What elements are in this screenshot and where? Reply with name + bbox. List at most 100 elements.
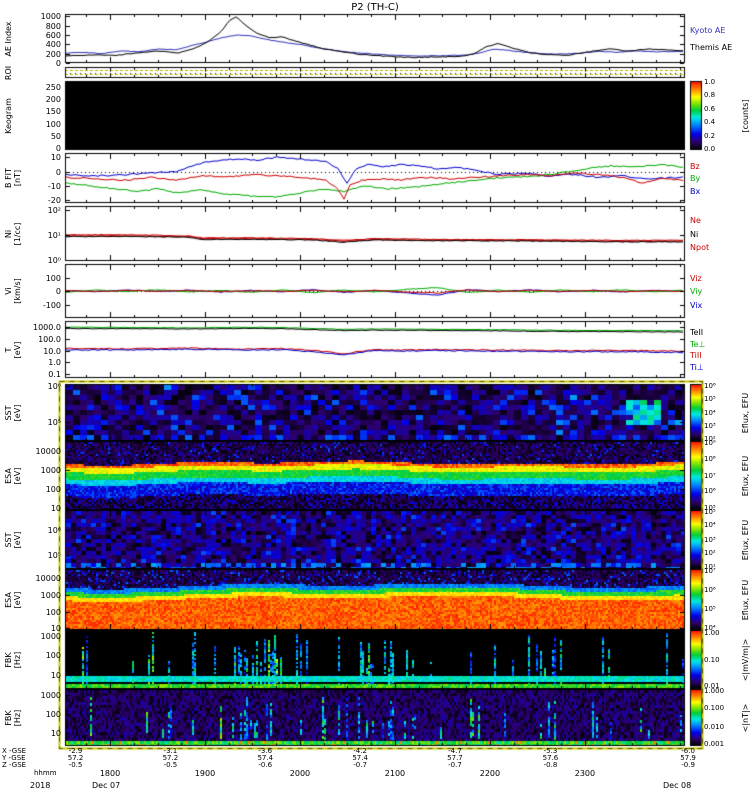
panel-keogram-ylabel: Keogram xyxy=(4,97,13,134)
panel-keogram-ytick-label: 200 xyxy=(45,94,61,104)
orbit-row-value: 57.4 xyxy=(257,754,274,762)
panel-esa_i-ylabel: ESA xyxy=(4,591,13,608)
time-tick-label: 2100 xyxy=(384,769,406,778)
orbit-row-value: -6.0 xyxy=(681,747,695,755)
panel-vi-trace-label: Vix xyxy=(690,300,703,310)
hhmm-label: hhmm xyxy=(34,769,57,777)
panel-ae-trace-label: Themis AE xyxy=(690,42,733,52)
time-tick-label: 1900 xyxy=(194,769,216,778)
panel-keogram-colorbar-tick: 0.2 xyxy=(704,132,716,141)
panel-keogram-colorbar-tick: 0.4 xyxy=(704,118,716,127)
panel-fbk_e-ytick-label: 10 xyxy=(50,671,61,681)
date-start-label: Dec 07 xyxy=(92,781,121,790)
orbit-row-value: -0.6 xyxy=(258,761,273,769)
orbit-row-value: 57.9 xyxy=(680,754,696,762)
panel-sst_i-ytick-label: 10⁶ xyxy=(47,526,61,536)
orbit-row-value: 57.2 xyxy=(67,754,84,762)
panel-sst_e-colorbar-tick: 10⁵ xyxy=(704,394,716,403)
panel-temp-trace-label: Te⊥ xyxy=(690,339,706,349)
year-label: 2018 xyxy=(30,781,51,790)
orbit-row-value: -0.9 xyxy=(681,761,695,769)
orbit-row-value: -0.7 xyxy=(448,761,462,769)
panel-sst_e-colorbar-label: Eflux, EFU xyxy=(741,392,750,433)
panel-ae-trace-label: Kyoto AE xyxy=(690,26,726,36)
plot-title: P2 (TH-C) xyxy=(351,2,399,13)
panel-sst_e-ylabel: [eV] xyxy=(13,404,22,421)
panel-sst_i-colorbar-tick: 10¹ xyxy=(704,563,716,572)
panel-ae-ytick-label: 400 xyxy=(45,40,61,50)
panel-sst_i-colorbar-tick: 10⁴ xyxy=(704,521,716,530)
panel-vi-ylabel: [km/s] xyxy=(13,278,22,304)
panel-bfit-ytick-label: -20 xyxy=(47,196,61,206)
panel-fbk_e-colorbar-tick: 0.10 xyxy=(704,655,720,664)
panel-fbk_b-ylabel: FBK xyxy=(4,709,13,726)
panel-keogram-colorbar-tick: 0.0 xyxy=(704,145,716,154)
panel-esa_i-colorbar-tick: 10⁶ xyxy=(704,586,716,595)
panel-esa_i-ytick-label: 10 xyxy=(50,624,61,634)
panel-fbk_e-colorbar-tick: 1.00 xyxy=(704,628,720,637)
panel-esa_e-colorbar-label: Eflux, EFU xyxy=(741,455,750,496)
panel-keogram-ytick-label: 250 xyxy=(45,82,61,92)
panel-temp-ytick-label: 1000.0 xyxy=(33,322,61,332)
panel-sst_e-colorbar-tick: 10² xyxy=(704,435,716,444)
panel-vi-ytick-label: -100 xyxy=(42,300,61,310)
panel-fbk_e-ylabel: [Hz] xyxy=(13,651,22,668)
panel-ni-ytick-label: 10² xyxy=(47,205,61,215)
panel-esa_e-ylabel: [eV] xyxy=(13,467,22,484)
panel-sst_i-colorbar-tick: 10⁵ xyxy=(704,507,716,516)
orbit-row-label: X -GSE xyxy=(2,747,27,755)
panel-vi-trace-label: Viy xyxy=(690,287,703,296)
orbit-row-value: -4.2 xyxy=(353,747,367,755)
panel-ni-ytick-label: 10¹ xyxy=(47,230,61,240)
panel-ni-ytick-label: 10⁰ xyxy=(47,255,61,265)
panel-temp-ytick-label: 1.0 xyxy=(48,358,61,368)
panel-fbk_e-colorbar-tick: 0.01 xyxy=(704,682,720,691)
panel-temp-ytick-label: 100.0 xyxy=(38,334,61,344)
panel-sst_e-colorbar-tick: 10⁴ xyxy=(704,408,716,417)
panel-ni-trace-label: Ni xyxy=(690,229,699,239)
panel-esa_i-ytick-label: 10000 xyxy=(35,573,61,583)
panel-keogram-ytick-label: 0 xyxy=(55,143,61,153)
panel-ae-ytick-label: 0 xyxy=(55,59,61,68)
orbit-row-value: -0.5 xyxy=(163,761,178,769)
panel-temp-trace-label: Ti⊥ xyxy=(690,362,704,372)
panel-fbk_b-colorbar-tick: 0.100 xyxy=(704,704,725,713)
panel-sst_i-ylabel: SST xyxy=(4,531,13,548)
panel-sst_e-ytick-label: 10⁵ xyxy=(47,417,61,427)
panel-bfit-trace-label: Bz xyxy=(690,161,700,171)
orbit-row-value: -3.1 xyxy=(163,747,178,755)
time-tick-label: 2000 xyxy=(289,769,311,778)
panel-fbk_e-colorbar-label: <|mV/m|> xyxy=(741,638,750,681)
panel-roi-ylabel: ROI xyxy=(4,65,13,80)
panel-keogram-colorbar-tick: 0.8 xyxy=(704,91,716,100)
panel-keogram-ytick-label: 100 xyxy=(45,119,61,129)
panel-temp-ytick-label: 10.0 xyxy=(43,346,61,356)
orbit-row-value: -4.7 xyxy=(448,747,462,755)
orbit-row-value: -0.8 xyxy=(543,761,558,769)
panel-keogram-colorbar-tick: 1.0 xyxy=(704,78,716,87)
panel-esa_e-ytick-label: 100 xyxy=(45,485,61,495)
panel-fbk_b-colorbar-tick: 0.010 xyxy=(704,722,725,731)
panel-bfit-ytick-label: 0 xyxy=(55,167,61,177)
panel-vi-ytick-label: 100 xyxy=(45,273,61,283)
panel-vi-trace-label: Viz xyxy=(690,273,702,283)
panel-fbk_b-ylabel: [Hz] xyxy=(13,709,22,726)
panel-fbk_e-ylabel: FBK xyxy=(4,651,13,668)
panel-esa_i-ytick-label: 100 xyxy=(45,607,61,617)
panel-ni-trace-label: Npot xyxy=(690,243,710,253)
orbit-row-value: -0.7 xyxy=(353,761,367,769)
orbit-row-value: -5.3 xyxy=(543,747,558,755)
panel-esa_e-ytick-label: 10000 xyxy=(35,446,61,456)
panel-fbk_e-ytick-label: 1000 xyxy=(40,631,61,641)
panel-fbk_b-ytick-label: 10 xyxy=(50,728,61,738)
panel-keogram-colorbar-tick: 0.6 xyxy=(704,105,716,114)
orbit-row-value: 57.7 xyxy=(447,754,463,762)
panel-esa_i-colorbar-label: Eflux, EFU xyxy=(741,579,750,620)
panel-ae-ytick-label: 1000 xyxy=(40,12,61,22)
orbit-row-value: -0.5 xyxy=(68,761,83,769)
panel-esa_e-colorbar-tick: 10⁹ xyxy=(704,439,716,448)
panel-ae-ytick-label: 600 xyxy=(45,31,61,40)
panel-sst_i-ytick-label: 10⁵ xyxy=(47,551,61,561)
panel-esa_e-colorbar-tick: 10⁷ xyxy=(704,471,716,480)
